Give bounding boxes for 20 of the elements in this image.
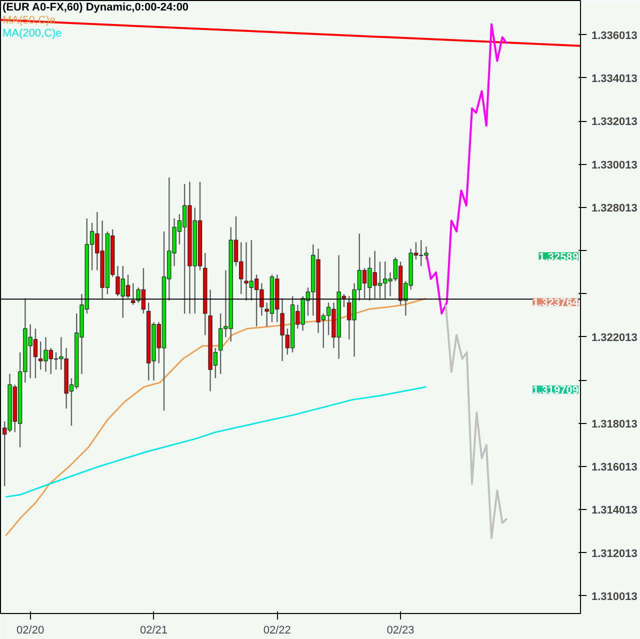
y-tick-label: 1.330013 xyxy=(592,159,638,172)
y-tick-label: 1.334013 xyxy=(592,72,638,85)
y-tick-label: 1.316013 xyxy=(592,461,638,474)
x-tick-label: 02/20 xyxy=(16,624,44,636)
y-tick-label: 1.314013 xyxy=(592,504,638,517)
y-tick-label: 1.310013 xyxy=(592,590,638,603)
y-tick-label: 1.336013 xyxy=(592,30,638,42)
line-series xyxy=(444,304,508,539)
y-tick-label: 1.322013 xyxy=(592,332,638,344)
chart-title: (EUR A0-FX,60) Dynamic,0:00-24:00 xyxy=(2,2,189,14)
x-tick-label: 02/22 xyxy=(263,624,291,636)
annotation: 1.32589 xyxy=(538,251,579,264)
line-series xyxy=(425,23,508,314)
y-tick-label: 1.332013 xyxy=(592,116,638,128)
y-tick-label: 1.312013 xyxy=(592,548,638,560)
x-tick-label: 02/21 xyxy=(140,624,168,636)
y-tick-label: 1.328013 xyxy=(592,202,638,214)
x-tick-label: 02/23 xyxy=(386,624,414,636)
text: MA(200,C)e xyxy=(2,28,62,40)
y-tick-label: 1.318013 xyxy=(592,418,638,430)
